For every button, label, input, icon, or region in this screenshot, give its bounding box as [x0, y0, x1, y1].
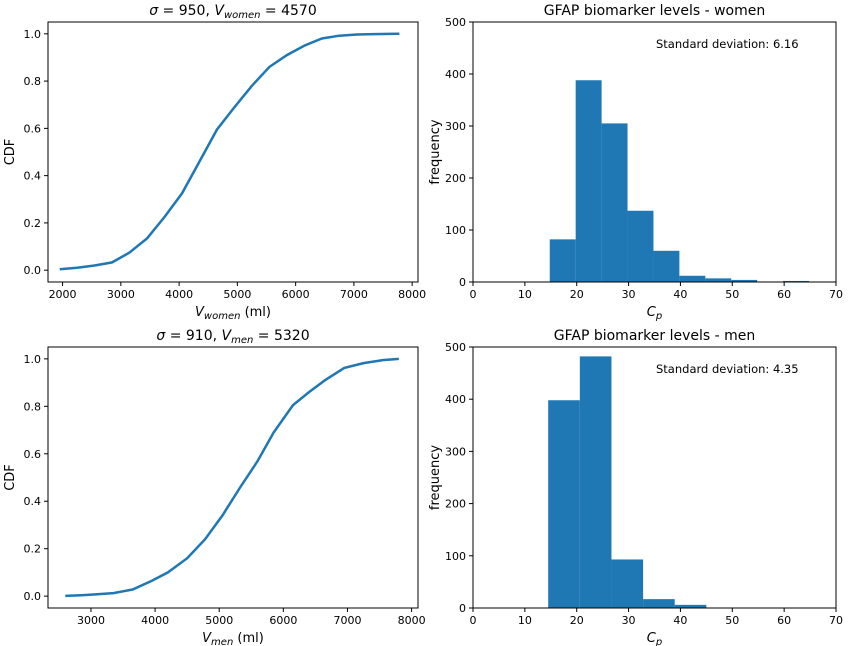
x-tick-label: 10 — [518, 288, 532, 301]
histogram-bar — [601, 123, 628, 283]
y-tick-label: 0.6 — [24, 122, 42, 135]
chart-title: GFAP biomarker levels - men — [554, 328, 756, 344]
y-tick-label: 500 — [445, 341, 466, 354]
plot-frame — [47, 346, 419, 609]
histogram-bar — [579, 356, 612, 608]
plot-frame — [472, 346, 837, 609]
y-tick-label: 0.8 — [24, 75, 42, 88]
x-tick-label: 8000 — [398, 614, 426, 627]
x-tick-label: 60 — [777, 288, 791, 301]
x-tick-label: 3000 — [107, 288, 135, 301]
panel-1: 2000 3000 4000 5000 6000 7000 8000 0.0 0.2 0.4 0.6… — [3, 3, 426, 322]
y-tick-label: 0.4 — [24, 170, 42, 183]
y-tick-label: 400 — [445, 393, 466, 406]
x-tick-label: 40 — [673, 614, 687, 627]
y-axis-label: frequency — [428, 445, 443, 511]
x-tick-label: 2000 — [49, 288, 77, 301]
x-tick-label: 5000 — [205, 614, 233, 627]
x-tick-label: 70 — [829, 288, 843, 301]
y-tick-label: 0.0 — [24, 590, 42, 603]
histogram-bar — [643, 599, 675, 608]
x-tick-label: 7000 — [333, 614, 361, 627]
plot-frame — [472, 21, 837, 283]
x-tick-label: 8000 — [398, 288, 426, 301]
cdf-series-line — [59, 32, 400, 271]
x-tick-label: 10 — [518, 614, 532, 627]
histogram-bar — [731, 279, 758, 282]
y-tick-label: 300 — [445, 120, 466, 133]
y-tick-label: 1.0 — [24, 28, 42, 41]
x-axis-label: Cp — [647, 631, 662, 646]
x-tick-label: 20 — [570, 614, 584, 627]
x-tick-label: 60 — [777, 614, 791, 627]
x-tick-label: 50 — [725, 288, 739, 301]
x-axis-label: Vmen (ml) — [202, 631, 264, 646]
x-tick-label: 4000 — [141, 614, 169, 627]
cdf-series-line — [65, 357, 399, 598]
histogram-bar — [549, 239, 576, 282]
x-tick-label: 7000 — [340, 288, 368, 301]
x-tick-label: 40 — [673, 288, 687, 301]
x-axis-label: Cp — [647, 305, 662, 322]
x-tick-label: 4000 — [165, 288, 193, 301]
histogram-bar — [548, 400, 580, 608]
x-tick-label: 70 — [829, 614, 843, 627]
x-tick-label: 0 — [470, 614, 477, 627]
y-tick-label: 0.8 — [24, 400, 42, 413]
histogram-bar — [611, 559, 644, 608]
histogram-bar — [679, 275, 706, 282]
y-tick-label: 500 — [445, 16, 466, 29]
y-tick-label: 100 — [445, 224, 466, 237]
x-tick-label: 3000 — [77, 614, 105, 627]
chart-title: GFAP biomarker levels - women — [544, 3, 766, 19]
y-axis-label: CDF — [3, 139, 18, 166]
std-dev-annotation: Standard deviation: 6.16 — [656, 37, 799, 51]
x-tick-label: 6000 — [282, 288, 310, 301]
y-tick-label: 300 — [445, 445, 466, 458]
x-tick-label: 30 — [622, 614, 636, 627]
y-tick-label: 200 — [445, 172, 466, 185]
panel-3: 3000 4000 5000 6000 7000 8000 0.0 0.2 0.4 0.6 0.8 1… — [3, 328, 426, 646]
panel-2: 0 10 20 30 40 50 60 70 0 100 200 300 400 500 frequency… — [428, 3, 843, 322]
histogram-bar — [627, 210, 654, 282]
x-tick-label: 5000 — [223, 288, 251, 301]
x-tick-label: 50 — [725, 614, 739, 627]
x-tick-label: 0 — [470, 288, 477, 301]
histogram-bar — [705, 278, 732, 282]
chart-title: σ = 910, Vmen = 5320 — [156, 328, 309, 346]
histogram-bar — [783, 280, 810, 282]
plot-frame — [47, 21, 419, 283]
y-tick-label: 0.6 — [24, 448, 42, 461]
histogram-bar — [674, 604, 707, 608]
histogram-bar — [575, 80, 602, 283]
y-tick-label: 0.0 — [24, 264, 42, 277]
x-tick-label: 20 — [570, 288, 584, 301]
panel-4: 0 10 20 30 40 50 60 70 0 100 200 300 400 500 frequency… — [428, 328, 843, 646]
y-tick-label: 0.2 — [24, 543, 42, 556]
x-tick-label: 30 — [622, 288, 636, 301]
histogram-bar — [653, 250, 680, 282]
y-tick-label: 0 — [459, 276, 466, 289]
y-axis-label: frequency — [428, 119, 443, 185]
y-tick-label: 200 — [445, 498, 466, 511]
y-tick-label: 400 — [445, 68, 466, 81]
x-axis-label: Vwomen (ml) — [195, 305, 271, 322]
y-axis-label: CDF — [3, 464, 18, 491]
y-tick-label: 100 — [445, 550, 466, 563]
y-tick-label: 0 — [459, 602, 466, 615]
y-tick-label: 1.0 — [24, 353, 42, 366]
std-dev-annotation: Standard deviation: 4.35 — [656, 362, 799, 376]
y-tick-label: 0.4 — [24, 495, 42, 508]
chart-title: σ = 950, Vwomen = 4570 — [149, 3, 317, 21]
y-tick-label: 0.2 — [24, 217, 42, 230]
x-tick-label: 6000 — [269, 614, 297, 627]
